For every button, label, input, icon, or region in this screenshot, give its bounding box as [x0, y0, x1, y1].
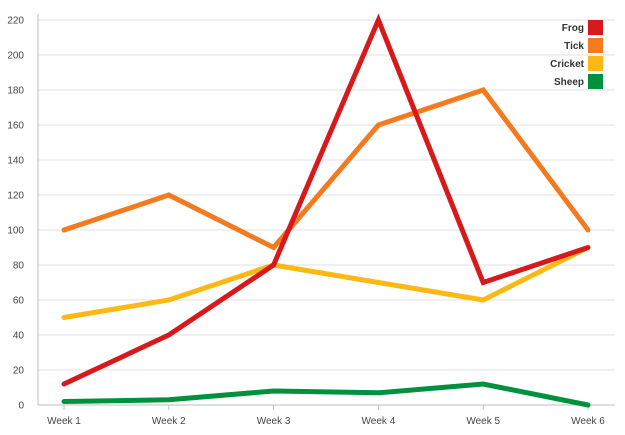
y-tick-label: 0 [18, 401, 24, 412]
legend-label-frog: Frog [562, 23, 584, 34]
legend-swatch-sheep [588, 74, 603, 89]
legend-swatch-cricket [588, 56, 603, 71]
series-line-frog [61, 13, 591, 387]
y-tick-label: 20 [13, 366, 25, 377]
legend-swatch-frog [588, 20, 603, 35]
y-tick-label: 80 [13, 261, 25, 272]
y-axis-ticks: 0 20 40 60 80 100 120 140 160 180 200 220 [7, 16, 24, 412]
series-line-sheep [61, 381, 591, 408]
x-tick-label: Week 6 [571, 416, 605, 427]
y-tick-label: 100 [7, 226, 24, 237]
x-axis-ticks: Week 1 Week 2 Week 3 Week 4 Week 5 Week 6 [47, 405, 605, 427]
y-tick-label: 40 [13, 331, 25, 342]
y-tick-label: 60 [13, 296, 25, 307]
axes [37, 14, 615, 406]
legend: Frog Tick Cricket Sheep [550, 20, 603, 89]
y-tick-label: 180 [7, 86, 24, 97]
x-tick-label: Week 4 [362, 416, 396, 427]
legend-swatch-tick [588, 38, 603, 53]
series-lines [61, 13, 591, 408]
legend-label-cricket: Cricket [550, 59, 585, 70]
y-tick-label: 140 [7, 156, 24, 167]
gridlines [38, 19, 615, 371]
series-line-tick [61, 87, 591, 251]
y-tick-label: 160 [7, 121, 24, 132]
y-tick-label: 220 [7, 16, 24, 27]
y-tick-label: 120 [7, 191, 24, 202]
x-tick-label: Week 2 [152, 416, 186, 427]
x-tick-label: Week 3 [257, 416, 291, 427]
x-tick-label: Week 1 [47, 416, 81, 427]
legend-label-sheep: Sheep [554, 77, 584, 88]
series-line-cricket [61, 245, 591, 320]
y-tick-label: 200 [7, 51, 24, 62]
legend-label-tick: Tick [564, 41, 584, 52]
x-tick-label: Week 5 [466, 416, 500, 427]
